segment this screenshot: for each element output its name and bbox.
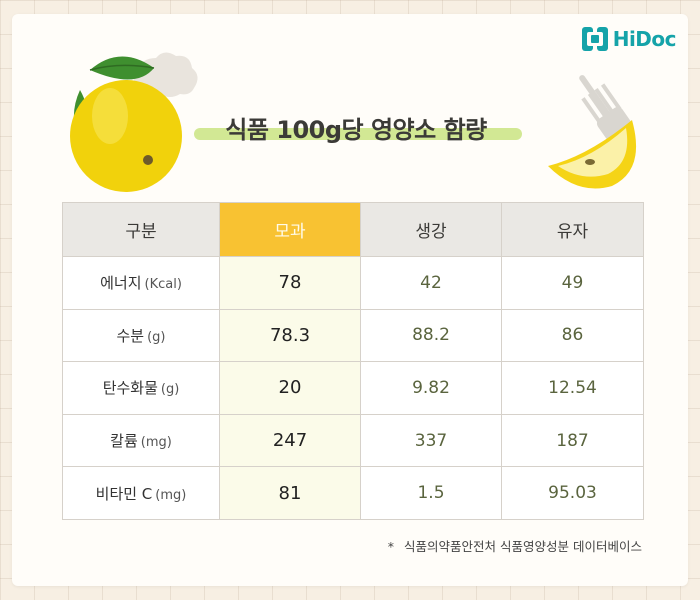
cell-ginger: 42: [360, 256, 502, 310]
source-marker: *: [387, 539, 395, 554]
row-label: 수분 (g): [62, 308, 220, 363]
source-text: 식품의약품안전처 식품영양성분 데이터베이스: [404, 539, 642, 554]
cell-ginger: 9.82: [360, 361, 502, 415]
cell-yuzu: 12.54: [501, 361, 644, 415]
table-row: 비타민 C (mg) 81 1.5 95.03: [62, 466, 644, 520]
cell-ginger: 88.2: [360, 308, 502, 363]
header-category: 구분: [62, 202, 220, 257]
title-highlight: [194, 128, 522, 140]
cell-ginger: 1.5: [360, 466, 502, 520]
cell-yuzu: 187: [501, 413, 644, 468]
cell-quince: 247: [219, 413, 361, 468]
header-yuzu: 유자: [501, 202, 644, 257]
row-label: 비타민 C (mg): [62, 466, 220, 520]
hidoc-logo-icon: [581, 27, 608, 51]
quince-slice-on-fork-illustration: [548, 75, 637, 189]
cell-yuzu: 86: [501, 308, 644, 363]
table-header-row: 구분 모과 생강 유자: [62, 202, 644, 257]
cell-yuzu: 95.03: [501, 466, 644, 520]
source-note: * 식품의약품안전처 식품영양성분 데이터베이스: [388, 536, 642, 555]
cell-quince: 78.3: [219, 308, 361, 363]
nutrition-table: 구분 모과 생강 유자 에너지 (Kcal) 78 42 49 수분 (g) 78.…: [62, 202, 644, 520]
cell-quince: 20: [219, 361, 361, 415]
row-label: 에너지 (Kcal): [62, 256, 220, 310]
row-label: 탄수화물 (g): [62, 361, 220, 415]
table-row: 수분 (g) 78.3 88.2 86: [62, 308, 644, 363]
quince-fruit-illustration: [70, 52, 198, 192]
page-title: 식품 100g당 영양소 함량: [225, 116, 487, 144]
cell-ginger: 337: [360, 413, 502, 468]
cell-quince: 81: [219, 466, 361, 520]
table-row: 칼륨 (mg) 247 337 187: [62, 413, 644, 468]
table-row: 에너지 (Kcal) 78 42 49: [62, 256, 644, 310]
cell-yuzu: 49: [501, 256, 644, 310]
table-row: 탄수화물 (g) 20 9.82 12.54: [62, 361, 644, 415]
hidoc-logo: HiDoc: [581, 26, 677, 52]
cell-quince: 78: [219, 256, 361, 310]
header-ginger: 생강: [360, 202, 502, 257]
header-quince: 모과: [219, 202, 361, 257]
brand-name: HiDoc: [612, 27, 677, 51]
row-label: 칼륨 (mg): [62, 413, 220, 468]
